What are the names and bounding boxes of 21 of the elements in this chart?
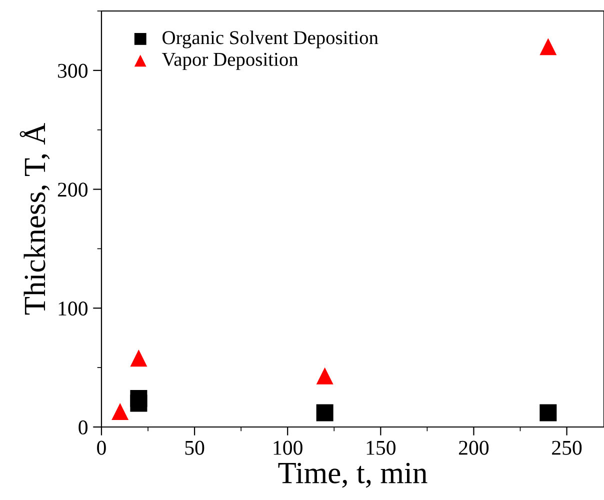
x-tick-label: 100 xyxy=(274,440,302,455)
x-axis-title: Time, t, min xyxy=(278,462,428,488)
point xyxy=(130,390,148,407)
x-tick-label: 250 xyxy=(552,440,582,455)
y-tick-label: 200 xyxy=(58,182,88,197)
x-tick-label: 200 xyxy=(459,440,489,455)
point xyxy=(540,404,557,422)
y-tick-label: 300 xyxy=(58,64,88,78)
x-tick-label: 50 xyxy=(185,440,204,455)
y-tick-label: 0 xyxy=(78,420,88,434)
x-tick-label: 150 xyxy=(366,440,396,455)
point xyxy=(540,38,557,56)
legend-label: Organic Solvent Deposition xyxy=(162,30,378,48)
legend-label: Vapor Deposition xyxy=(162,52,298,70)
point xyxy=(316,404,334,422)
x-tick-label: 0 xyxy=(97,440,106,455)
point xyxy=(130,350,148,367)
y-axis-title: Thickness, T, Å xyxy=(20,123,50,315)
point xyxy=(112,403,129,420)
y-tick-label: 100 xyxy=(58,302,88,316)
point xyxy=(316,367,334,384)
